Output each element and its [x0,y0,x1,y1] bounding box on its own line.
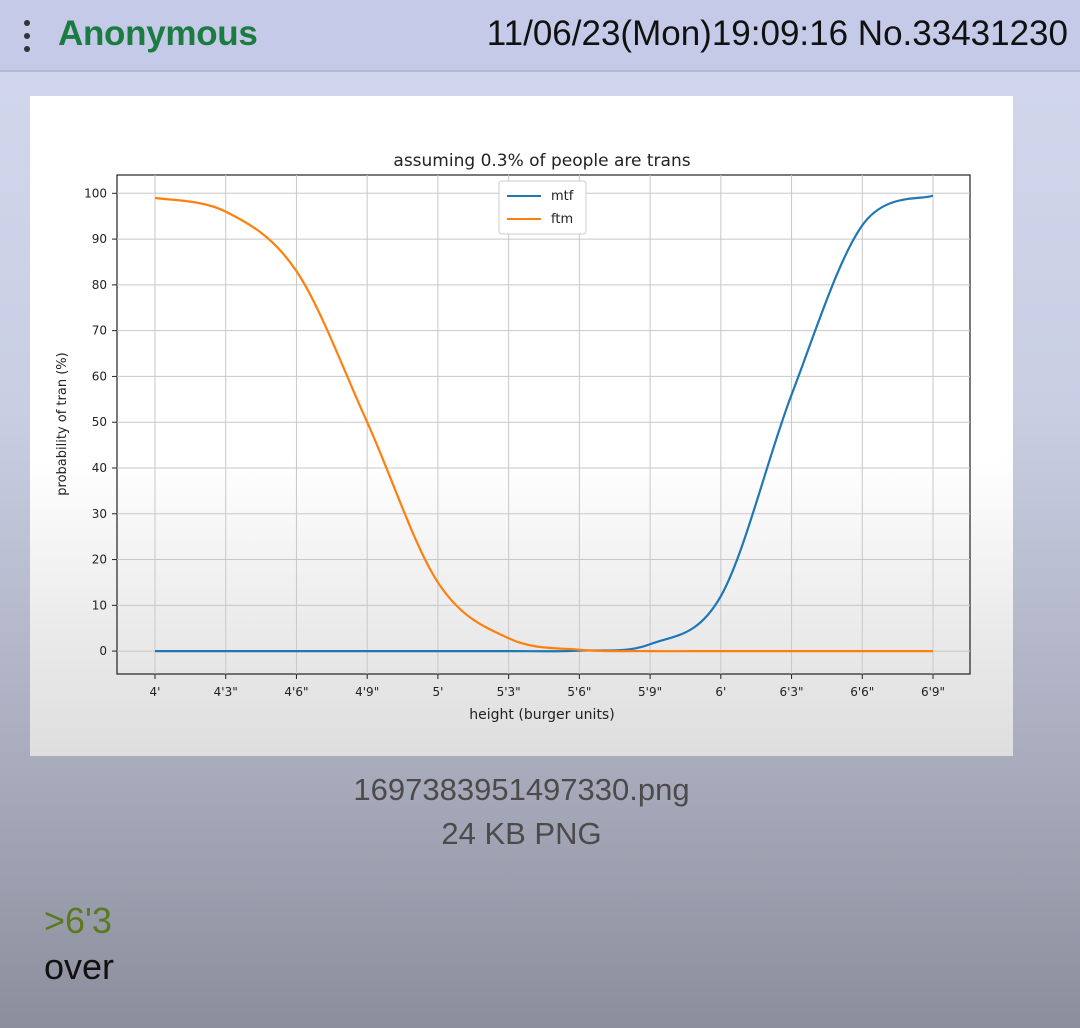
chart-title: assuming 0.3% of people are trans [393,151,690,171]
y-tick-label: 20 [92,553,107,567]
file-name-link[interactable]: 1697383951497330.png [353,772,690,807]
x-tick-label: 4' [150,685,161,699]
legend-label-ftm: ftm [551,212,573,227]
greentext-line: >6'3 [44,900,112,941]
x-tick-label: 6' [715,685,726,699]
x-tick-label: 6'3" [779,685,803,699]
post-meta: 11/06/23(Mon)19:09:16 No.33431230 [487,14,1068,54]
plot-area [116,174,971,675]
y-tick-label: 60 [92,369,107,383]
series-line-ftm [154,196,933,653]
probability-line-chart: assuming 0.3% of people are trans 0 10 20 3… [55,151,971,723]
x-tick-label: 6'9" [921,685,945,699]
y-tick-label: 80 [92,278,107,292]
y-tick-label: 100 [84,186,107,200]
post-header: Anonymous 11/06/23(Mon)19:09:16 No.33431… [0,0,1080,72]
post-image[interactable]: assuming 0.3% of people are trans 0 10 20 3… [30,96,1013,756]
x-tick-label: 5' [432,685,443,699]
y-tick-label: 30 [92,507,107,521]
y-tick-label: 90 [92,232,107,246]
x-tick-label: 5'9" [638,685,662,699]
post-message: over [44,946,115,987]
file-size: 24 KB PNG [441,816,602,851]
chart-legend: mtf ftm [498,180,587,235]
y-tick-label: 10 [92,598,107,612]
y-tick-label: 70 [92,324,107,338]
post-number[interactable]: No.33431230 [857,14,1068,53]
poster-name: Anonymous [58,14,258,53]
x-tick-label: 6'6" [850,685,874,699]
legend-label-mtf: mtf [551,189,574,204]
series-line-mtf [155,194,934,653]
y-tick-label: 0 [99,644,107,658]
y-axis-label: probability of tran (%) [55,352,70,495]
x-axis-label: height (burger units) [469,707,614,723]
x-tick-label: 4'3" [214,685,238,699]
x-tick-label: 5'6" [567,685,591,699]
y-tick-label: 40 [92,461,107,475]
x-tick-label: 4'9" [355,685,379,699]
x-tick-label: 5'3" [497,685,521,699]
y-tick-label: 50 [92,415,107,429]
post-datetime: 11/06/23(Mon)19:09:16 [486,14,849,53]
x-tick-label: 4'6" [284,685,308,699]
vertical-dots-icon[interactable] [18,18,36,56]
